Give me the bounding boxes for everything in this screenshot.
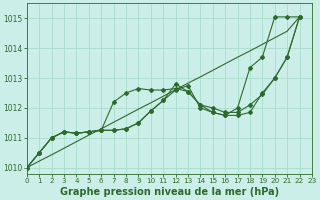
X-axis label: Graphe pression niveau de la mer (hPa): Graphe pression niveau de la mer (hPa) bbox=[60, 187, 279, 197]
